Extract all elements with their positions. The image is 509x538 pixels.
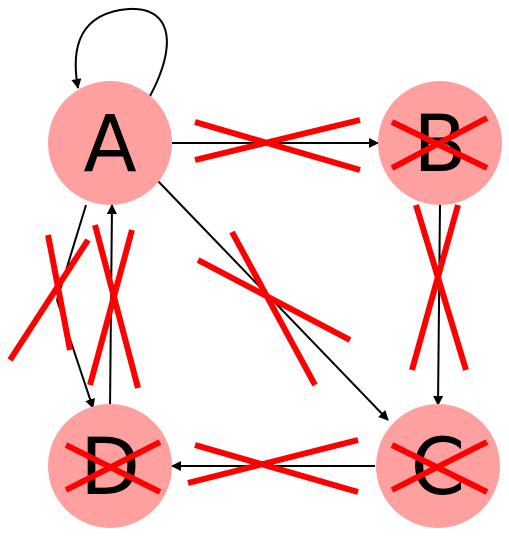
node-a: A xyxy=(48,81,172,205)
node-a-label: A xyxy=(83,100,136,190)
node-b-strike xyxy=(390,115,489,171)
edge-b-c-strike xyxy=(409,204,469,371)
strike-marks-layer xyxy=(7,115,489,495)
edges-layer xyxy=(56,7,444,471)
edge-a-c-strike xyxy=(196,230,352,387)
edge-b-c xyxy=(433,204,444,406)
edge-a-b-strike xyxy=(194,117,361,173)
edge-a-a xyxy=(71,7,168,97)
node-d-strike xyxy=(64,439,162,495)
node-c-strike xyxy=(390,439,489,495)
edge-d-a-strike xyxy=(87,224,141,389)
edge-c-d-strike xyxy=(187,437,359,495)
edge-a-d-strike xyxy=(7,234,91,362)
